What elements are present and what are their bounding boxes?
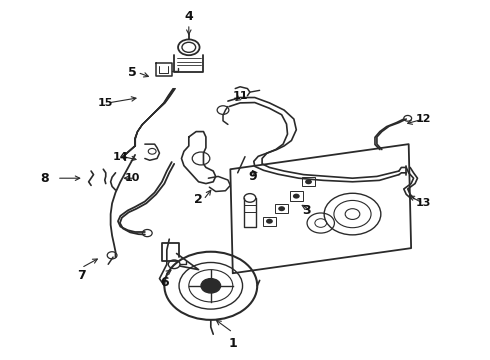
Text: 4: 4 <box>184 10 193 23</box>
Circle shape <box>201 279 220 293</box>
Text: 11: 11 <box>232 91 248 101</box>
Text: 8: 8 <box>40 172 49 185</box>
Text: 5: 5 <box>128 66 137 79</box>
Text: 1: 1 <box>228 337 237 350</box>
Circle shape <box>345 209 360 220</box>
Circle shape <box>278 206 285 211</box>
Text: 6: 6 <box>160 276 169 289</box>
Text: 2: 2 <box>194 193 203 206</box>
Bar <box>275 204 288 213</box>
Bar <box>263 217 276 226</box>
Circle shape <box>293 194 300 199</box>
Bar <box>290 192 303 201</box>
Bar <box>302 177 315 186</box>
Text: 7: 7 <box>77 269 86 282</box>
Text: 9: 9 <box>248 170 257 183</box>
Text: 14: 14 <box>113 152 128 162</box>
Circle shape <box>266 219 273 224</box>
Text: 3: 3 <box>302 204 310 217</box>
Text: 13: 13 <box>416 198 431 208</box>
Text: 15: 15 <box>98 98 113 108</box>
Text: 10: 10 <box>125 173 140 183</box>
Text: 12: 12 <box>416 114 431 124</box>
Circle shape <box>305 179 312 184</box>
